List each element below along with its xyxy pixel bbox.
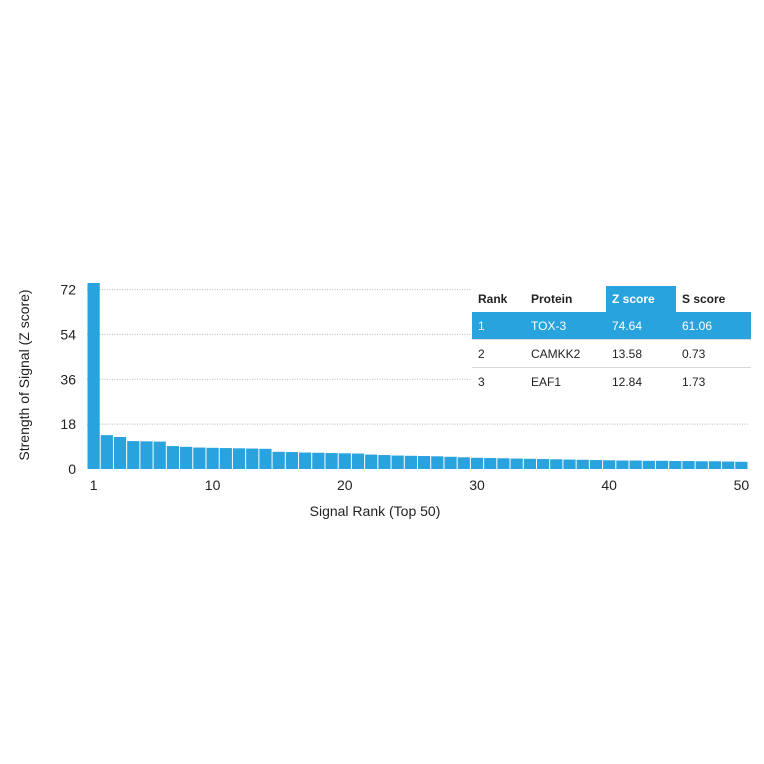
cell-protein: CAMKK2 — [531, 346, 581, 361]
y-tick-label: 54 — [60, 326, 76, 342]
bar-rank-39 — [589, 460, 603, 469]
x-axis-title: Signal Rank (Top 50) — [310, 503, 441, 519]
cell-protein: EAF1 — [531, 374, 562, 389]
cell-protein: TOX-3 — [525, 312, 606, 340]
y-axis-title: Strength of Signal (Z score) — [16, 289, 32, 460]
bar-rank-6 — [153, 441, 166, 469]
bar-rank-14 — [259, 448, 272, 469]
bar-rank-34 — [523, 458, 536, 469]
bar-rank-41 — [616, 460, 629, 469]
bar-rank-19 — [325, 453, 338, 469]
x-tick-labels: 1 10 20 30 40 50 — [90, 477, 750, 493]
bar-rank-35 — [536, 459, 550, 469]
bar-rank-33 — [510, 458, 523, 469]
bar-rank-16 — [285, 452, 299, 469]
bar-rank-30 — [470, 457, 484, 469]
header-s-score: S score — [682, 292, 726, 306]
header-protein: Protein — [531, 292, 573, 306]
bar-rank-21 — [351, 453, 365, 469]
bar-rank-42 — [629, 460, 642, 469]
bar-rank-36 — [550, 459, 563, 469]
bar-rank-1 — [87, 283, 100, 469]
bar-rank-5 — [140, 441, 153, 469]
cell-s-score: 61.06 — [676, 312, 751, 340]
bar-rank-38 — [576, 459, 589, 469]
bar-rank-18 — [312, 452, 325, 469]
cell-z-score: 13.58 — [612, 346, 643, 361]
header-z-score: Z score — [606, 286, 676, 312]
score-table: Rank Protein Z score S score 1 TOX-3 74.… — [472, 286, 751, 395]
bar-rank-46 — [682, 461, 695, 469]
bar-rank-32 — [497, 458, 510, 469]
bar-rank-13 — [246, 448, 259, 469]
bar-rank-10 — [206, 447, 219, 469]
bar-rank-50 — [735, 461, 748, 469]
bar-rank-26 — [418, 456, 431, 469]
bar-rank-9 — [193, 447, 206, 469]
y-tick-label: 18 — [60, 416, 76, 432]
bar-rank-29 — [457, 457, 470, 469]
bar-rank-47 — [695, 461, 708, 469]
table-row: 2 CAMKK2 13.58 0.73 — [472, 340, 751, 368]
bar-rank-12 — [232, 448, 246, 469]
table-header-row: Rank Protein Z score S score — [472, 286, 751, 312]
bar-rank-25 — [404, 455, 417, 469]
bar-rank-22 — [365, 454, 378, 469]
bar-rank-8 — [180, 446, 193, 469]
bar-rank-44 — [655, 460, 669, 469]
bar-rank-3 — [113, 437, 127, 469]
cell-rank: 3 — [478, 374, 485, 389]
cell-z-score: 74.64 — [606, 312, 676, 340]
bar-rank-4 — [127, 441, 140, 469]
x-tick-label: 50 — [734, 477, 750, 493]
cell-s-score: 0.73 — [682, 346, 706, 361]
bar-rank-23 — [378, 455, 391, 469]
table-row: 1 TOX-3 74.64 61.06 — [472, 312, 751, 340]
cell-rank: 2 — [478, 346, 485, 361]
bar-rank-24 — [391, 455, 404, 469]
bar-rank-43 — [642, 460, 655, 469]
cell-rank: 1 — [472, 312, 525, 340]
bar-rank-27 — [431, 456, 444, 469]
bar-rank-37 — [563, 459, 576, 469]
x-tick-label: 20 — [337, 477, 353, 493]
table-row: 3 EAF1 12.84 1.73 — [472, 368, 751, 396]
y-tick-label: 72 — [60, 282, 76, 298]
bar-rank-48 — [708, 461, 722, 469]
header-rank: Rank — [478, 292, 508, 306]
bar-rank-31 — [484, 458, 497, 469]
y-tick-label: 0 — [68, 461, 76, 477]
x-tick-label: 30 — [469, 477, 485, 493]
cell-s-score: 1.73 — [682, 374, 706, 389]
bar-rank-20 — [338, 453, 351, 469]
x-tick-label: 40 — [601, 477, 617, 493]
x-tick-label: 10 — [205, 477, 221, 493]
bar-rank-7 — [166, 446, 180, 469]
bar-rank-2 — [100, 435, 113, 469]
y-tick-labels: 0 18 36 54 72 — [60, 282, 76, 477]
bar-rank-49 — [722, 461, 735, 469]
bar-rank-11 — [219, 448, 232, 469]
bar-rank-17 — [299, 452, 312, 469]
bar-rank-40 — [603, 460, 616, 469]
y-tick-label: 36 — [60, 371, 76, 387]
bars — [87, 283, 748, 469]
bar-rank-28 — [444, 456, 457, 469]
bar-rank-15 — [272, 451, 285, 469]
cell-z-score: 12.84 — [612, 374, 643, 389]
bar-rank-45 — [669, 461, 682, 469]
x-tick-label: 1 — [90, 477, 98, 493]
